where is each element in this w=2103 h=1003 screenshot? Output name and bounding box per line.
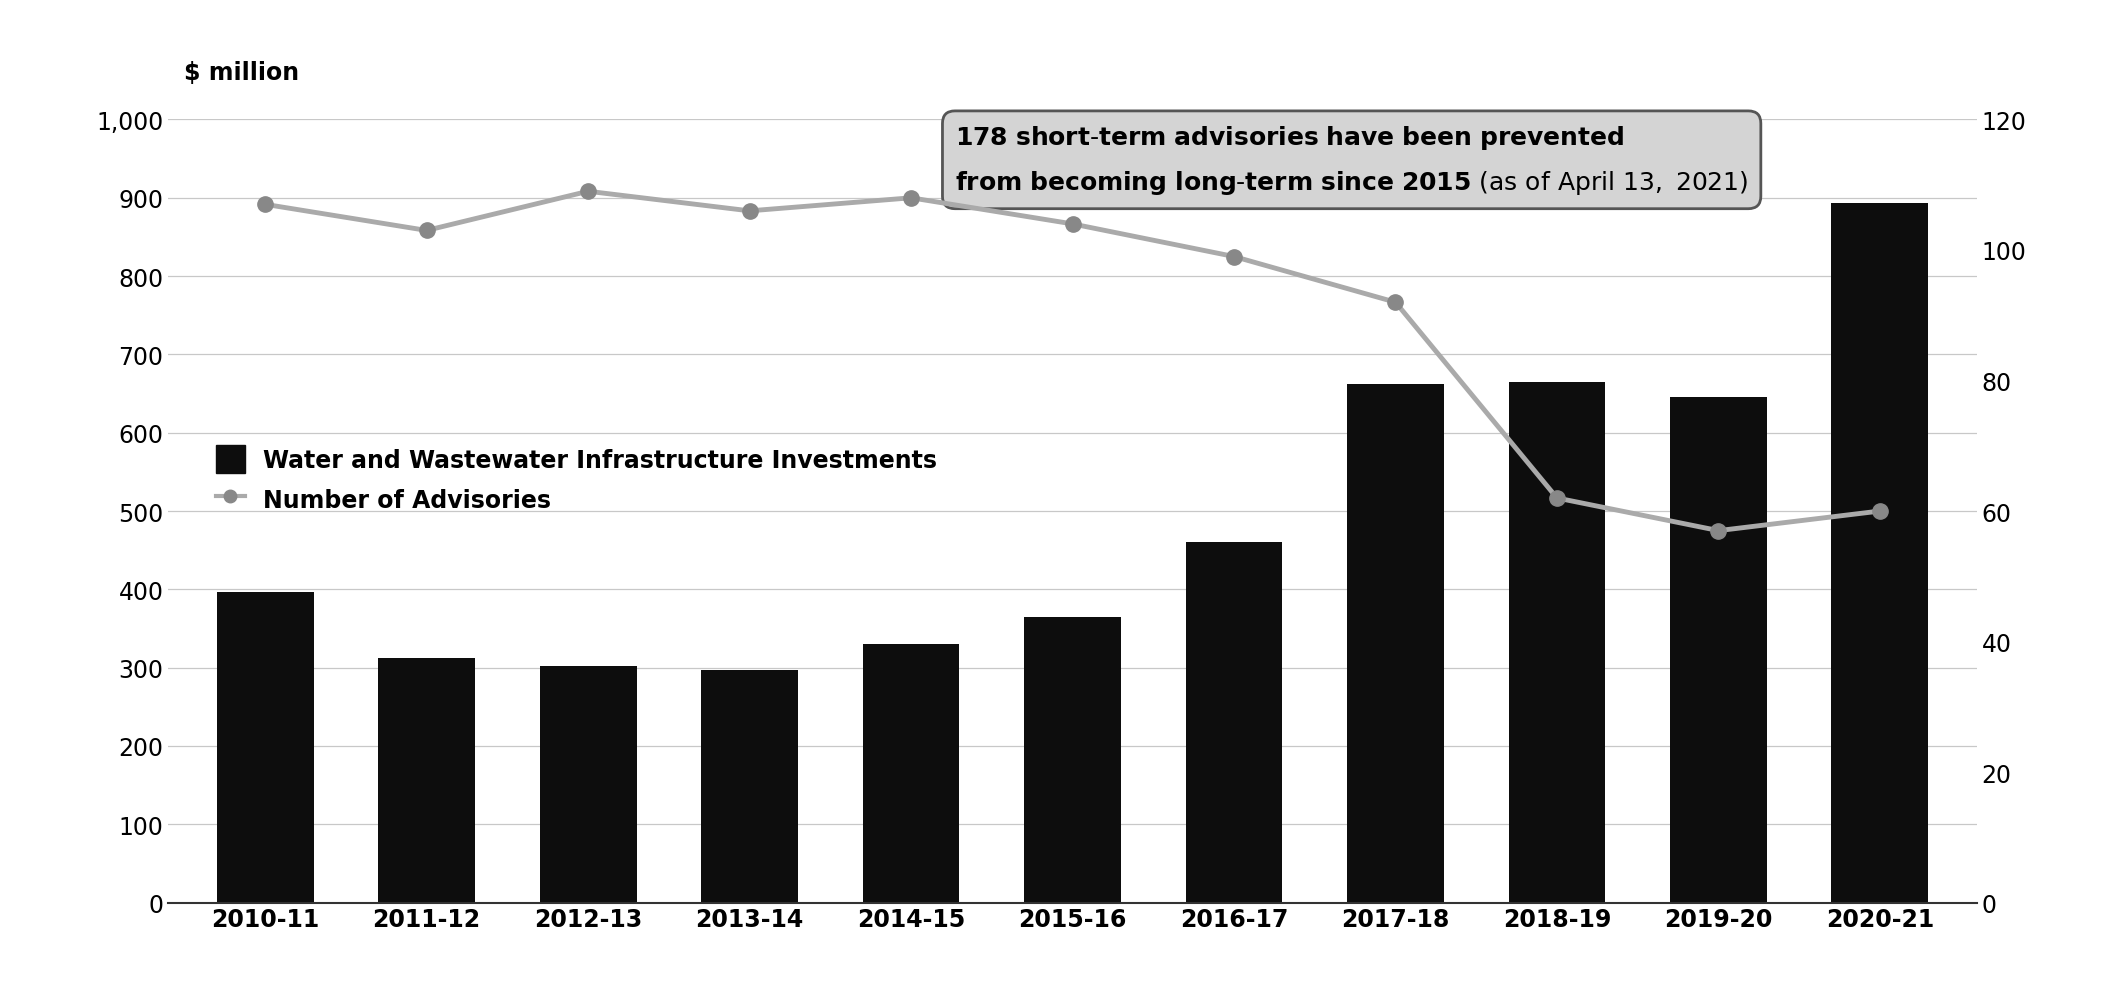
Legend: Water and Wastewater Infrastructure Investments, Number of Advisories: Water and Wastewater Infrastructure Inve…	[217, 445, 938, 515]
Bar	[1024, 617, 1121, 903]
Bar	[1348, 385, 1445, 903]
Bar	[217, 592, 313, 903]
Bar	[1670, 398, 1767, 903]
Bar	[862, 645, 959, 903]
Text: $ million: $ million	[185, 61, 299, 85]
Text: $\bf{178}$ $\bf{short}$-$\bf{term}$ $\bf{advisories}$ $\bf{have}$ $\bf{been}$ $\: $\bf{178}$ $\bf{short}$-$\bf{term}$ $\bf…	[955, 124, 1748, 197]
Bar	[1832, 204, 1928, 903]
Bar	[700, 670, 797, 903]
Bar	[379, 659, 475, 903]
Bar	[1186, 543, 1283, 903]
Bar	[1508, 382, 1605, 903]
Bar	[540, 666, 637, 903]
